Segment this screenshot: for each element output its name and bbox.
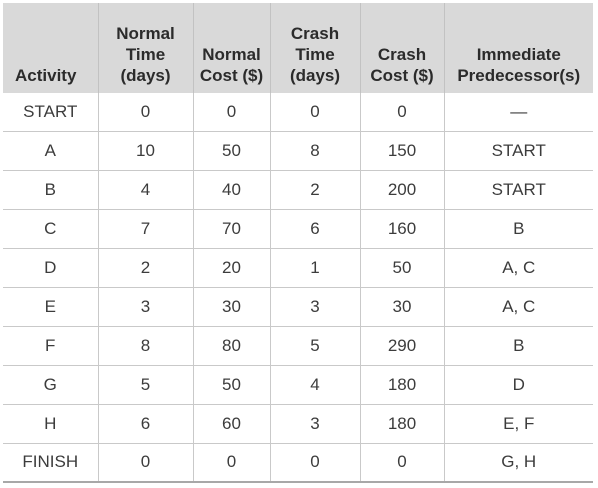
- table-row: A 10 50 8 150 START: [3, 131, 593, 172]
- normal-time-cell: 0: [97, 442, 194, 483]
- normal-cost-cell: 50: [192, 131, 271, 172]
- normal-cost-cell: 60: [192, 403, 271, 444]
- normal-cost-header: Normal Cost ($): [192, 3, 271, 93]
- predecessors-cell: B: [443, 209, 593, 250]
- table-row: C 7 70 6 160 B: [3, 209, 593, 250]
- header-line: Activity: [15, 66, 77, 85]
- crash-cost-header: Crash Cost ($): [359, 3, 445, 93]
- activity-crash-table: Activity Normal Time (days) Normal Cost ($) Cr…: [3, 3, 593, 483]
- activity-cell: E: [3, 286, 99, 327]
- crash-cost-cell: 30: [359, 286, 445, 327]
- crash-cost-cell: 200: [359, 170, 445, 211]
- crash-time-cell: 3: [269, 403, 361, 444]
- crash-cost-cell: 160: [359, 209, 445, 250]
- header-line: Cost ($): [199, 66, 264, 85]
- predecessors-cell: B: [443, 325, 593, 366]
- header-line: Crash: [290, 24, 340, 43]
- normal-cost-cell: 30: [192, 286, 271, 327]
- table-header: Activity Normal Time (days) Normal Cost ($) Cr…: [3, 3, 593, 93]
- header-line: Time: [125, 45, 166, 64]
- crash-cost-cell: 180: [359, 364, 445, 405]
- activity-cell: H: [3, 403, 99, 444]
- header-line: (days): [120, 66, 171, 85]
- table-row: H 6 60 3 180 E, F: [3, 403, 593, 444]
- activity-cell: G: [3, 364, 99, 405]
- predecessors-header: Immediate Predecessor(s): [443, 3, 593, 93]
- crash-time-cell: 2: [269, 170, 361, 211]
- crash-time-cell: 0: [269, 442, 361, 483]
- table-row: FINISH 0 0 0 0 G, H: [3, 442, 593, 483]
- normal-cost-cell: 20: [192, 248, 271, 288]
- predecessors-cell: A, C: [443, 286, 593, 327]
- crash-cost-cell: 180: [359, 403, 445, 444]
- normal-cost-cell: 80: [192, 325, 271, 366]
- table-row: D 2 20 1 50 A, C: [3, 248, 593, 288]
- normal-time-cell: 10: [97, 131, 194, 172]
- crash-cost-cell: 50: [359, 248, 445, 288]
- header-line: Time: [295, 45, 335, 64]
- normal-cost-cell: 0: [192, 442, 271, 483]
- crash-time-cell: 1: [269, 248, 361, 288]
- activity-header: Activity: [3, 3, 99, 93]
- table-row: START 0 0 0 0—: [3, 93, 593, 133]
- header-line: Normal: [202, 45, 261, 64]
- crash-time-cell: 6: [269, 209, 361, 250]
- normal-cost-cell: 0: [192, 93, 271, 133]
- activity-cell: A: [3, 131, 99, 172]
- activity-cell: FINISH: [3, 442, 99, 483]
- activity-table-container: Activity Normal Time (days) Normal Cost ($) Cr…: [3, 3, 593, 483]
- activity-cell: C: [3, 209, 99, 250]
- predecessors-cell: G, H: [443, 442, 593, 483]
- normal-cost-cell: 70: [192, 209, 271, 250]
- normal-cost-cell: 40: [192, 170, 271, 211]
- activity-cell: B: [3, 170, 99, 211]
- table-row: F 8 80 5 290 B: [3, 325, 593, 366]
- table-row: G 5 50 4 180 D: [3, 364, 593, 405]
- table-body: START 0 0 0 0— A 10 50 8 150 START B 4 40 2 200 START C 7 7…: [3, 93, 593, 483]
- predecessors-cell: —: [443, 93, 593, 133]
- crash-cost-cell: 150: [359, 131, 445, 172]
- normal-time-cell: 5: [97, 364, 194, 405]
- header-line: Crash: [377, 45, 427, 64]
- activity-cell: START: [3, 93, 99, 133]
- predecessors-cell: D: [443, 364, 593, 405]
- normal-time-cell: 4: [97, 170, 194, 211]
- crash-time-header: Crash Time (days): [269, 3, 361, 93]
- crash-cost-cell: 0: [359, 442, 445, 483]
- activity-cell: D: [3, 248, 99, 288]
- header-line: Predecessor(s): [457, 66, 581, 85]
- normal-time-header: Normal Time (days): [97, 3, 194, 93]
- header-line: Cost ($): [370, 66, 434, 85]
- normal-time-cell: 3: [97, 286, 194, 327]
- activity-cell: F: [3, 325, 99, 366]
- header-line: Normal: [116, 24, 175, 43]
- table-row: E 3 30 3 30 A, C: [3, 286, 593, 327]
- normal-cost-cell: 50: [192, 364, 271, 405]
- header-row: Activity Normal Time (days) Normal Cost ($) Cr…: [3, 3, 593, 93]
- predecessors-cell: A, C: [443, 248, 593, 288]
- normal-time-cell: 2: [97, 248, 194, 288]
- crash-time-cell: 5: [269, 325, 361, 366]
- header-line: (days): [289, 66, 341, 85]
- crash-cost-cell: 290: [359, 325, 445, 366]
- normal-time-cell: 8: [97, 325, 194, 366]
- predecessors-cell: E, F: [443, 403, 593, 444]
- normal-time-cell: 0: [97, 93, 194, 133]
- predecessors-cell: START: [443, 170, 593, 211]
- predecessors-cell: START: [443, 131, 593, 172]
- crash-time-cell: 4: [269, 364, 361, 405]
- crash-time-cell: 0: [269, 93, 361, 133]
- crash-time-cell: 8: [269, 131, 361, 172]
- normal-time-cell: 6: [97, 403, 194, 444]
- crash-time-cell: 3: [269, 286, 361, 327]
- normal-time-cell: 7: [97, 209, 194, 250]
- crash-cost-cell: 0: [359, 93, 445, 133]
- header-line: Immediate: [476, 45, 561, 64]
- table-row: B 4 40 2 200 START: [3, 170, 593, 211]
